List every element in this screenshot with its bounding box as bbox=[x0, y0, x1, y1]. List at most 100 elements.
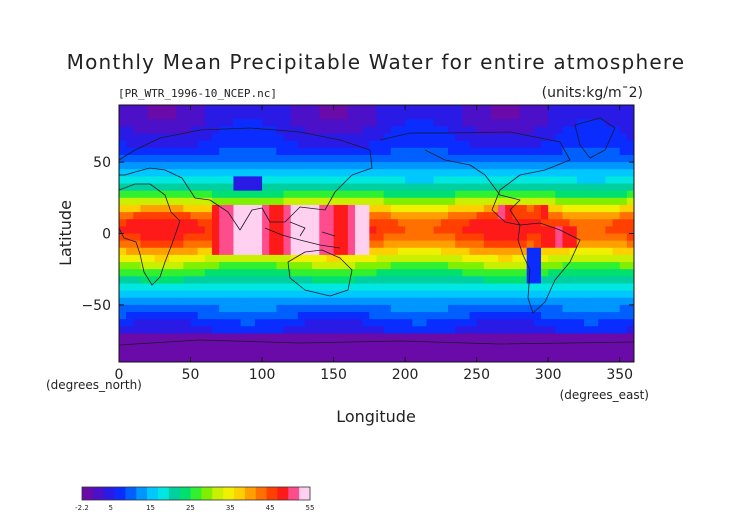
heatmap-cell bbox=[626, 290, 634, 299]
heatmap-cell bbox=[397, 169, 406, 177]
heatmap-cell bbox=[541, 247, 549, 256]
heatmap-cell bbox=[548, 290, 556, 299]
heatmap-cell bbox=[233, 247, 242, 256]
heatmap-cell bbox=[583, 333, 592, 342]
heatmap-cell bbox=[276, 162, 285, 170]
heatmap-cell bbox=[161, 290, 170, 299]
heatmap-cell bbox=[312, 133, 320, 142]
heatmap-cell bbox=[154, 112, 163, 120]
heatmap-cell bbox=[390, 254, 399, 263]
heatmap-cell bbox=[476, 162, 485, 170]
heatmap-cell bbox=[605, 119, 614, 128]
heatmap-cell bbox=[240, 354, 249, 362]
heatmap-cell bbox=[362, 140, 370, 149]
heatmap-cell bbox=[405, 169, 413, 177]
heatmap-cell bbox=[290, 212, 299, 220]
heatmap-cell bbox=[483, 154, 492, 163]
heatmap-cell bbox=[376, 247, 385, 256]
heatmap-cell bbox=[154, 226, 163, 235]
heatmap-cell bbox=[262, 326, 270, 335]
heatmap-cell bbox=[383, 276, 392, 285]
heatmap-cell bbox=[333, 262, 342, 270]
heatmap-cell bbox=[319, 269, 328, 277]
heatmap-cell bbox=[376, 276, 385, 285]
heatmap-cell bbox=[347, 254, 356, 263]
heatmap-cell bbox=[140, 204, 149, 213]
heatmap-cell bbox=[119, 312, 127, 320]
heatmap-cell bbox=[533, 340, 542, 349]
heatmap-cell bbox=[362, 233, 370, 242]
heatmap-cell bbox=[426, 276, 435, 285]
heatmap-cell bbox=[219, 333, 227, 342]
heatmap-cell bbox=[541, 233, 549, 242]
heatmap-cell bbox=[612, 340, 621, 349]
heatmap-cell bbox=[433, 176, 442, 185]
heatmap-cell bbox=[326, 312, 335, 320]
heatmap-cell bbox=[469, 212, 478, 220]
heatmap-cell bbox=[233, 219, 242, 227]
heatmap-cell bbox=[519, 190, 528, 199]
heatmap-cell bbox=[276, 276, 285, 285]
heatmap-cell bbox=[448, 190, 456, 199]
colorbar-swatch bbox=[201, 487, 213, 500]
heatmap-cell bbox=[498, 190, 506, 199]
heatmap-cell bbox=[347, 304, 356, 313]
heatmap-cell bbox=[576, 126, 585, 135]
heatmap-cell bbox=[426, 176, 435, 185]
heatmap-cell bbox=[312, 319, 320, 327]
heatmap-cell bbox=[276, 283, 285, 292]
heatmap-cell bbox=[483, 347, 492, 356]
heatmap-cell bbox=[376, 226, 385, 235]
heatmap-cell bbox=[283, 283, 292, 292]
heatmap-cell bbox=[233, 333, 242, 342]
heatmap-cell bbox=[476, 197, 485, 206]
heatmap-cell bbox=[383, 204, 392, 213]
heatmap-cell bbox=[290, 340, 299, 349]
heatmap-cell bbox=[383, 162, 392, 170]
heatmap-cell bbox=[555, 226, 564, 235]
heatmap-cell bbox=[405, 240, 413, 249]
heatmap-cell bbox=[355, 283, 363, 292]
heatmap-cell bbox=[569, 326, 578, 335]
heatmap-cell bbox=[283, 297, 292, 306]
heatmap-cell bbox=[183, 276, 192, 285]
heatmap-cell bbox=[126, 233, 134, 242]
heatmap-cell bbox=[183, 240, 192, 249]
heatmap-cell bbox=[140, 333, 149, 342]
heatmap-cell bbox=[512, 312, 521, 320]
heatmap-cell bbox=[369, 262, 378, 270]
heatmap-cell bbox=[247, 276, 256, 285]
heatmap-cell bbox=[562, 247, 571, 256]
heatmap-cell bbox=[490, 176, 499, 185]
heatmap-cell bbox=[219, 147, 227, 156]
heatmap-cell bbox=[591, 133, 599, 142]
heatmap-cell bbox=[190, 204, 199, 213]
heatmap-cell bbox=[455, 326, 463, 335]
colorbar-frame bbox=[81, 486, 311, 501]
heatmap-cell bbox=[283, 233, 292, 242]
heatmap-cell bbox=[583, 226, 592, 235]
heatmap-cell bbox=[469, 147, 478, 156]
heatmap-cell bbox=[226, 119, 235, 128]
heatmap-cell bbox=[412, 219, 421, 227]
heatmap-cell bbox=[333, 119, 342, 128]
heatmap-cell bbox=[333, 290, 342, 299]
heatmap-cell bbox=[426, 319, 435, 327]
heatmap-cell bbox=[247, 169, 256, 177]
heatmap-cell bbox=[147, 204, 156, 213]
heatmap-cell bbox=[397, 219, 406, 227]
heatmap-cell bbox=[390, 140, 399, 149]
heatmap-cell bbox=[476, 326, 485, 335]
heatmap-cell bbox=[419, 269, 428, 277]
heatmap-cell bbox=[569, 219, 578, 227]
heatmap-cell bbox=[548, 319, 556, 327]
heatmap-cell bbox=[140, 190, 149, 199]
heatmap-cell bbox=[276, 183, 285, 192]
heatmap-cell bbox=[247, 297, 256, 306]
heatmap-cell bbox=[490, 240, 499, 249]
heatmap-cell bbox=[226, 169, 235, 177]
heatmap-cell bbox=[605, 254, 614, 263]
heatmap-cell bbox=[276, 169, 285, 177]
heatmap-cell bbox=[347, 312, 356, 320]
heatmap-cell bbox=[612, 354, 621, 362]
